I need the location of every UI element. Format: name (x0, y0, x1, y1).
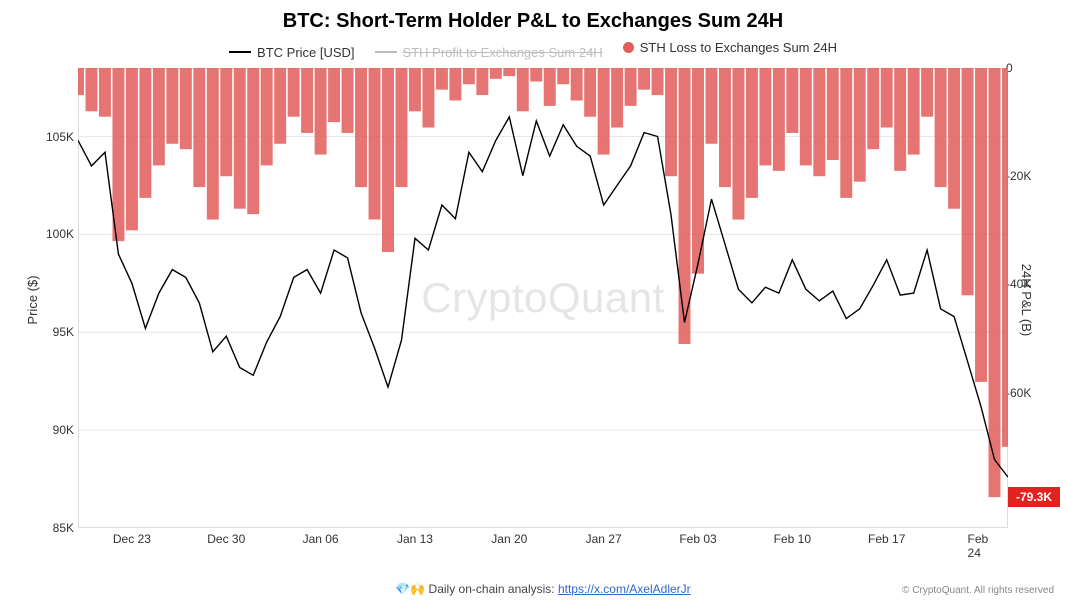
footer-link[interactable]: https://x.com/AxelAdlerJr (558, 582, 691, 596)
x-tick: Dec 30 (207, 532, 245, 546)
y-left-ticks: 85K90K95K100K105K (0, 68, 74, 528)
legend-label: STH Loss to Exchanges Sum 24H (640, 40, 837, 55)
legend-line-icon (375, 51, 397, 53)
y-right-ticks: 0-20K-40K-60K (1006, 68, 1046, 528)
x-tick: Feb 03 (679, 532, 716, 546)
y-left-tick: 85K (0, 521, 74, 535)
legend-line-icon (229, 51, 251, 53)
value-callout: -79.3K (1008, 487, 1060, 507)
legend-dot-icon (623, 42, 634, 53)
plot-area: CryptoQuant -79.3K (78, 68, 1008, 528)
price-line (78, 68, 1008, 528)
legend-label: BTC Price [USD] (257, 45, 355, 60)
x-tick: Feb 10 (774, 532, 811, 546)
footer-attribution: 💎🙌 Daily on-chain analysis: https://x.co… (78, 582, 1008, 596)
x-tick: Jan 27 (586, 532, 622, 546)
x-ticks: Dec 23 Dec 30 Jan 06 Jan 13 Jan 20 Jan 27 Feb … (78, 532, 1008, 552)
legend-item[interactable]: STH Loss to Exchanges Sum 24H (623, 40, 837, 55)
legend-item[interactable]: BTC Price [USD] (229, 45, 355, 60)
x-tick: Feb 24 (968, 532, 995, 560)
y-right-tick: -60K (1006, 386, 1046, 400)
chart-container: BTC: Short-Term Holder P&L to Exchanges … (0, 0, 1066, 600)
y-left-tick: 90K (0, 423, 74, 437)
legend-item[interactable]: STH Profit to Exchanges Sum 24H (375, 45, 603, 60)
y-right-tick: -20K (1006, 169, 1046, 183)
x-tick: Jan 06 (303, 532, 339, 546)
footer-copyright: © CryptoQuant. All rights reserved (902, 585, 1054, 596)
y-right-tick: -40K (1006, 277, 1046, 291)
y-left-tick: 105K (0, 130, 74, 144)
footer-prefix: 💎🙌 Daily on-chain analysis: (395, 582, 558, 596)
x-tick: Dec 23 (113, 532, 151, 546)
legend-label: STH Profit to Exchanges Sum 24H (403, 45, 603, 60)
y-left-tick: 95K (0, 325, 74, 339)
x-tick: Jan 13 (397, 532, 433, 546)
x-tick: Jan 20 (491, 532, 527, 546)
x-tick: Feb 17 (868, 532, 905, 546)
chart-title: BTC: Short-Term Holder P&L to Exchanges … (0, 10, 1066, 33)
y-left-tick: 100K (0, 227, 74, 241)
y-right-tick: 0 (1006, 61, 1046, 75)
legend: BTC Price [USD] STH Profit to Exchanges S… (0, 40, 1066, 60)
callout-text: -79.3K (1016, 490, 1052, 504)
